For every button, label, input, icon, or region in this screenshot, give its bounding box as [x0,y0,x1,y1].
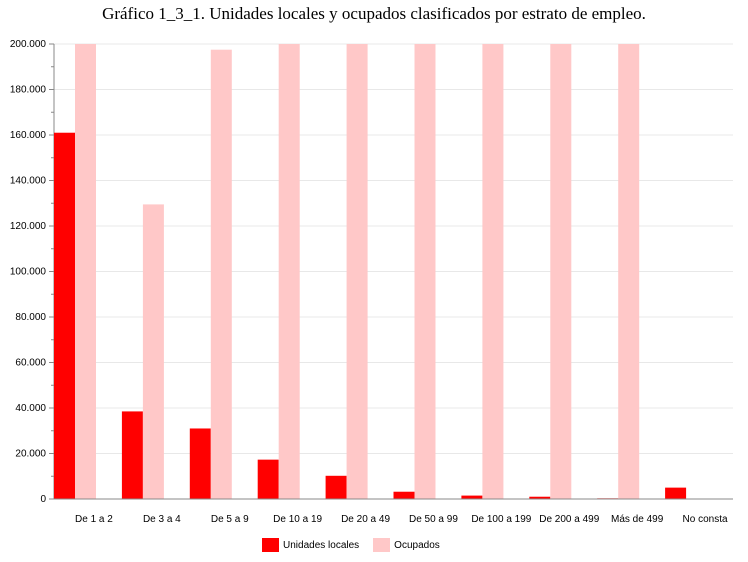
x-tick-label: De 200 a 499 [539,514,599,525]
y-tick-label: 160.000 [10,130,47,141]
bar-unidades-locales [54,132,75,499]
bar-ocupados [346,44,368,499]
bar-unidades-locales [325,475,347,499]
bar-unidades-locales [189,428,211,499]
chart-title: Gráfico 1_3_1. Unidades locales y ocupad… [102,4,646,23]
x-tick-label: De 100 a 199 [471,514,531,525]
legend-item-unidades: Unidades locales [262,538,359,552]
y-tick-label: 200.000 [10,39,47,50]
bar-unidades-locales [393,491,415,499]
legend-label-unidades: Unidades locales [283,539,360,551]
bar-ocupados [210,49,232,499]
x-tick-label: No consta [683,514,728,525]
bar-unidades-locales [461,495,483,499]
bar-ocupados [142,204,164,499]
x-tick-label: De 10 a 19 [273,514,322,525]
bar-ocupados [482,44,504,499]
bar-unidades-locales [121,411,143,499]
y-tick-label: 140.000 [10,176,47,187]
y-tick-label: 20.000 [15,449,46,460]
legend: Unidades locales Ocupados [262,538,454,552]
bar-unidades-locales [665,487,687,499]
bar-ocupados [550,44,572,499]
x-tick-label: De 50 a 99 [409,514,458,525]
legend-label-ocupados: Ocupados [394,539,440,551]
bar-ocupados [618,44,640,499]
y-tick-label: 180.000 [10,85,47,96]
bar-ocupados [75,44,96,499]
y-tick-label: 40.000 [15,403,46,414]
bar-ocupados [414,44,436,499]
bar-unidades-locales [257,459,279,499]
y-tick-label: 100.000 [10,267,47,278]
legend-item-ocupados: Ocupados [373,538,440,552]
y-tick-label: 80.000 [15,312,46,323]
bar-ocupados [278,44,300,499]
legend-swatch-unidades [262,538,279,552]
x-tick-label: Más de 499 [611,514,664,525]
bar-unidades-locales [529,496,551,499]
x-tick-label: De 5 a 9 [211,514,249,525]
y-tick-label: 120.000 [10,221,47,232]
x-tick-label: De 3 a 4 [143,514,181,525]
x-tick-label: De 20 a 49 [341,514,390,525]
y-tick-label: 0 [40,494,46,505]
y-tick-label: 60.000 [15,358,46,369]
x-tick-label: De 1 a 2 [75,514,113,525]
legend-swatch-ocupados [373,538,391,552]
